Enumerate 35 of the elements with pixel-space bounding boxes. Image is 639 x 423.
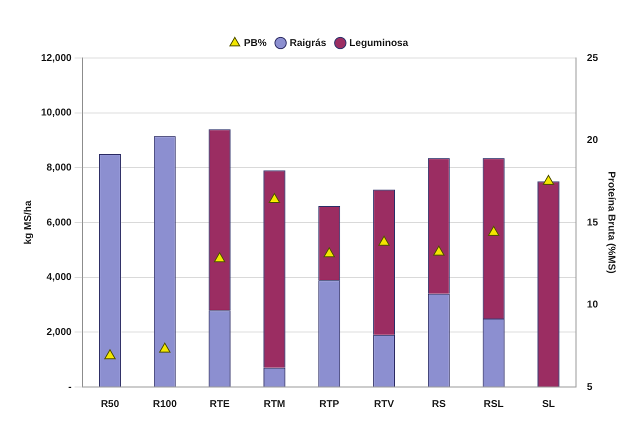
x-tick-label: R50 bbox=[100, 398, 120, 410]
y2-tick-label: 25 bbox=[586, 52, 598, 64]
y-tick-label: 6,000 bbox=[46, 217, 72, 228]
x-tick-label: RSL bbox=[484, 398, 504, 410]
y2-tick-label: 10 bbox=[586, 300, 598, 310]
x-tick-label: RS bbox=[432, 398, 446, 410]
legend-label: Raigrás bbox=[290, 38, 327, 49]
y-tick-label: 8,000 bbox=[46, 162, 72, 174]
point bbox=[324, 247, 335, 258]
x-tick-label: RTM bbox=[264, 398, 286, 410]
point bbox=[268, 192, 280, 203]
x-tick-label: RTV bbox=[374, 398, 394, 410]
y-tick-label: 2,000 bbox=[46, 326, 72, 338]
y2-tick-label: 5 bbox=[586, 382, 593, 393]
y-tick-label: 10,000 bbox=[40, 108, 72, 119]
legend-label: PB% bbox=[244, 38, 267, 49]
point bbox=[433, 246, 445, 256]
x-tick-label: RTP bbox=[319, 398, 340, 410]
y-tick-label: 12,000 bbox=[40, 52, 72, 64]
point bbox=[159, 342, 170, 353]
y2-tick-label: 20 bbox=[586, 135, 598, 146]
y2-axis-title: Proteína Bruta (%MS) bbox=[605, 171, 616, 274]
y-axis-title: kg MS/ha bbox=[22, 200, 34, 244]
x-tick-label: RTE bbox=[210, 398, 230, 410]
y2-tick-label: 15 bbox=[586, 217, 598, 228]
point bbox=[488, 226, 500, 236]
point bbox=[214, 252, 226, 262]
point bbox=[104, 349, 116, 360]
legend-label: Leguminosa bbox=[349, 38, 409, 49]
x-tick-label: SL bbox=[542, 398, 555, 410]
y-tick-label: 4,000 bbox=[46, 272, 72, 284]
y-tick-label: - bbox=[68, 382, 72, 393]
point bbox=[542, 174, 554, 185]
point bbox=[378, 236, 390, 246]
x-tick-label: R100 bbox=[152, 398, 178, 410]
